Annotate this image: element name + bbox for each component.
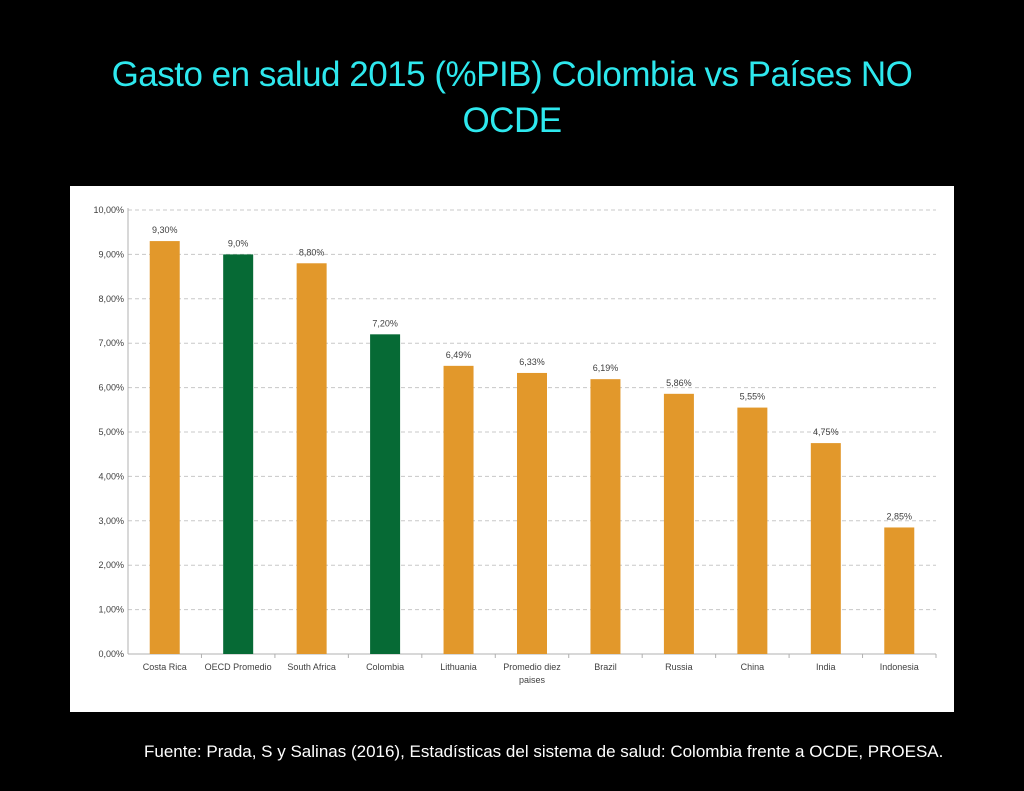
y-tick-label: 0,00% [98,649,124,659]
data-label: 9,0% [228,238,249,248]
bar [149,241,180,654]
y-tick-label: 7,00% [98,338,124,348]
slide-title-line-1: Gasto en salud 2015 (%PIB) Colombia vs P… [111,55,913,94]
bar [443,365,474,654]
x-tick-label: Lithuania [440,662,477,672]
x-tick-label: South Africa [287,662,336,672]
bar-chart: 0,00% 1,00% 2,00% 3,00% 4,00% 5,00% 6,00% 7,00%… [70,186,954,712]
data-label: 7,20% [372,318,398,328]
data-label: 8,80% [299,247,325,257]
data-label: 2,85% [887,511,913,521]
data-label: 9,30% [152,225,178,235]
x-tick-label: Colombia [366,662,404,672]
x-tick-label: India [816,662,836,672]
data-label: 4,75% [813,427,839,437]
y-tick-label: 10,00% [93,205,124,215]
data-label: 6,19% [593,363,619,373]
y-tick-label: 2,00% [98,560,124,570]
y-tick-label: 1,00% [98,605,124,615]
chart-svg: 0,00% 1,00% 2,00% 3,00% 4,00% 5,00% 6,00% 7,00%… [93,205,937,685]
x-tick-label: Indonesia [880,662,919,672]
bar [737,407,768,654]
bar [370,334,401,654]
bar [663,393,694,654]
y-tick-label: 6,00% [98,383,124,393]
x-tick-label: China [741,662,765,672]
y-tick-label: 8,00% [98,294,124,304]
slide-title: Gasto en salud 2015 (%PIB) Colombia vs P… [60,52,964,144]
y-tick-label: 9,00% [98,249,124,259]
bar [810,443,841,654]
source-note: Fuente: Prada, S y Salinas (2016), Estad… [144,742,944,761]
x-tick-label: Costa Rica [143,662,187,672]
y-tick-label: 3,00% [98,516,124,526]
x-tick-label: Promedio diez [503,662,561,672]
slide-title-line-2: OCDE [462,101,562,140]
data-label: 5,86% [666,378,692,388]
data-label: 6,49% [446,350,472,360]
x-tick-label: Russia [665,662,693,672]
x-tick-label: Brazil [594,662,617,672]
bar [590,379,621,654]
x-tick-label: paises [519,675,546,685]
y-tick-label: 5,00% [98,427,124,437]
bar [296,263,327,654]
data-label: 5,55% [740,392,766,402]
data-label: 6,33% [519,357,545,367]
x-tick-label: OECD Promedio [205,662,272,672]
bar [517,372,547,654]
bar [884,527,915,654]
y-tick-label: 4,00% [98,471,124,481]
bar [223,254,254,654]
